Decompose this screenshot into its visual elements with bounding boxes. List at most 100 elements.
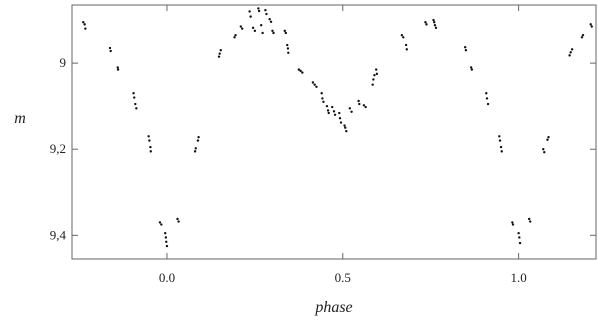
data-point [84,27,87,30]
data-point [432,18,435,22]
x-tick-label: 1.0 [511,270,527,285]
y-tick-label: 9,4 [50,227,67,242]
data-point [286,43,289,47]
data-point [218,52,221,55]
data-point [357,99,360,103]
data-point [196,139,200,142]
data-point [315,85,318,89]
data-point [135,107,138,110]
data-point [268,18,271,21]
data-point [542,148,545,151]
data-point [149,150,152,153]
data-point [83,23,86,26]
data-point [345,129,348,133]
data-point [470,68,474,71]
data-point [569,51,572,54]
data-point [241,27,244,30]
data-point [320,92,323,95]
data-point [132,92,135,95]
data-point [116,66,119,69]
data-point [133,96,136,99]
data-point [358,102,361,106]
data-point [253,29,257,33]
data-point [511,223,515,226]
x-axis-label: phase [314,299,352,316]
data-point [518,236,521,239]
data-point [299,69,302,73]
data-point [372,78,375,81]
x-tick-label: 0.5 [335,270,351,285]
data-point [286,47,290,50]
data-point [343,124,346,127]
data-point [249,15,252,18]
plot-frame [71,4,597,260]
data-point [434,26,438,30]
data-point [261,31,264,35]
data-point [373,73,376,77]
data-point [193,150,197,153]
data-point [580,36,584,39]
data-point [463,45,467,49]
data-point [321,97,324,100]
data-point [371,83,374,86]
data-point [348,107,352,110]
data-point [158,221,162,224]
data-point [543,151,546,154]
data-point [464,49,468,52]
data-point [331,105,334,109]
data-point [287,51,290,54]
data-point [581,33,585,37]
data-point [433,21,436,24]
data-point [177,220,180,223]
data-point [116,68,120,71]
data-point [165,244,169,248]
data-point [283,29,286,33]
data-point [425,23,428,26]
data-point [469,66,473,69]
data-point [570,48,574,51]
data-point [344,126,347,129]
y-tick-labels: 9 9,2 9,4 [50,55,67,242]
y-tick-label: 9,2 [50,141,66,156]
data-point [511,221,514,224]
data-point [257,7,260,10]
data-point [264,8,267,12]
data-point [251,26,255,30]
data-point [313,83,316,86]
x-tick-labels: 0.0 0.5 1.0 [159,270,527,285]
data-point [160,223,163,226]
data-point [589,23,592,26]
data-point [234,33,237,37]
data-point [297,68,301,71]
data-point [311,81,315,84]
data-point [424,21,427,24]
data-point [164,236,168,239]
data-point [197,135,200,139]
data-point [248,10,251,13]
data-point [219,49,222,52]
data-point [338,111,341,115]
y-tick-label: 9 [60,55,67,70]
data-point [269,20,273,23]
data-points [82,7,593,248]
data-point [375,72,379,76]
data-point [239,25,243,28]
data-point [498,135,501,138]
data-point [332,110,336,113]
data-point [260,24,263,27]
data-point [325,104,329,108]
data-point [364,105,367,109]
data-point [326,109,330,112]
data-point [517,231,520,235]
data-point [333,113,337,116]
data-point [339,121,343,124]
data-point [375,68,378,71]
data-point [284,31,288,35]
data-point [568,54,571,57]
data-point [405,48,408,51]
data-point [257,9,261,13]
data-point [500,150,503,153]
x-tick-label: 0.0 [159,270,175,285]
data-point [518,241,522,245]
